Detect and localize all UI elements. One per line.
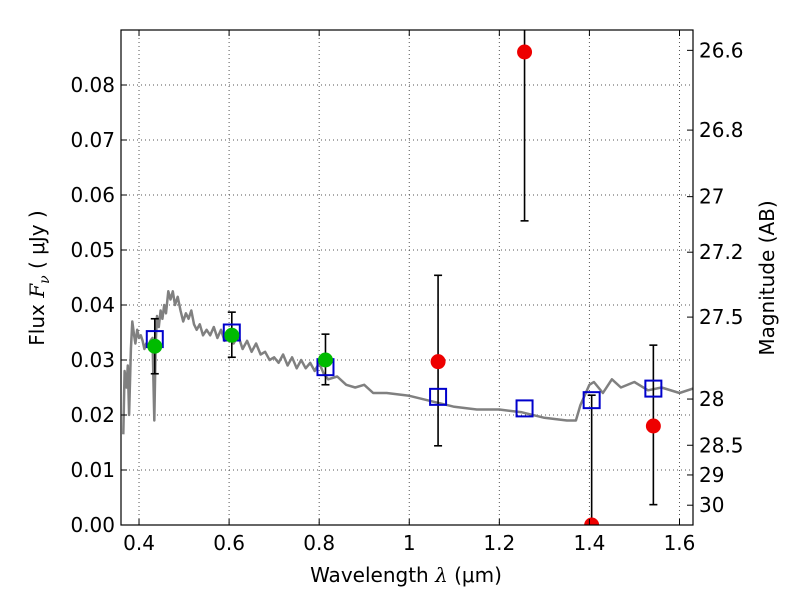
x-tick-label: 0.4 xyxy=(123,531,155,555)
model-flux-square xyxy=(582,391,601,410)
y2-axis-label: Magnitude (AB) xyxy=(755,200,779,355)
x-tick-label: 1 xyxy=(403,531,416,555)
y-tick-label: 0.03 xyxy=(70,348,115,372)
errorbar-layer xyxy=(150,30,658,525)
nondetection-point xyxy=(645,418,661,434)
y2-tick-label: 29 xyxy=(699,463,724,487)
y-tick-label: 0.00 xyxy=(70,513,115,537)
model-flux-square xyxy=(429,387,448,406)
model-flux-square xyxy=(515,399,534,418)
x-tick-label: 0.8 xyxy=(303,531,335,555)
y-tick-label: 0.02 xyxy=(70,403,115,427)
y2-tick-label: 27.2 xyxy=(699,240,744,264)
model-sed-line xyxy=(122,290,693,435)
y-tick-label: 0.06 xyxy=(70,183,115,207)
data-point-layer xyxy=(145,44,663,525)
axes xyxy=(120,29,694,526)
grid xyxy=(121,30,693,526)
x-tick-label: 1.2 xyxy=(483,531,515,555)
y2-tick-label: 28.5 xyxy=(699,433,744,457)
y-axis-label: Flux Fν ( μJy ) xyxy=(25,210,53,345)
nondetection-point xyxy=(430,354,446,370)
tick-labels: 0.4 0.6 0.8 1 1.2 1.4 1.6 0.00 0.01 0.02 0.03 0.04 0… xyxy=(70,38,743,555)
errorbar-group xyxy=(150,30,658,525)
model-flux-square xyxy=(644,379,663,398)
detection-point xyxy=(317,352,333,368)
y-tick-label: 0.07 xyxy=(70,128,115,152)
x-tick-label: 0.6 xyxy=(213,531,245,555)
x-axis-label: Wavelength λ (μm) xyxy=(310,563,502,587)
y2-tick-label: 27 xyxy=(699,185,724,209)
y-tick-label: 0.04 xyxy=(70,293,115,317)
detection-point xyxy=(224,327,240,343)
x-tick-label: 1.4 xyxy=(574,531,606,555)
plot-frame xyxy=(120,29,694,526)
y2-tick-label: 26.8 xyxy=(699,118,744,142)
x-tick-label: 1.6 xyxy=(664,531,696,555)
y2-tick-label: 28 xyxy=(699,387,724,411)
detection-point xyxy=(147,338,163,354)
y2-tick-label: 30 xyxy=(699,493,724,517)
y-tick-label: 0.01 xyxy=(70,458,115,482)
nondetection-point xyxy=(584,517,600,525)
y2-tick-label: 26.6 xyxy=(699,38,744,62)
y-tick-label: 0.05 xyxy=(70,238,115,262)
y-tick-label: 0.08 xyxy=(70,73,115,97)
nondetection-point xyxy=(517,44,533,60)
model-sed-layer xyxy=(122,290,693,435)
observed-point-group xyxy=(147,44,661,525)
y2-tick-label: 27.5 xyxy=(699,305,744,329)
